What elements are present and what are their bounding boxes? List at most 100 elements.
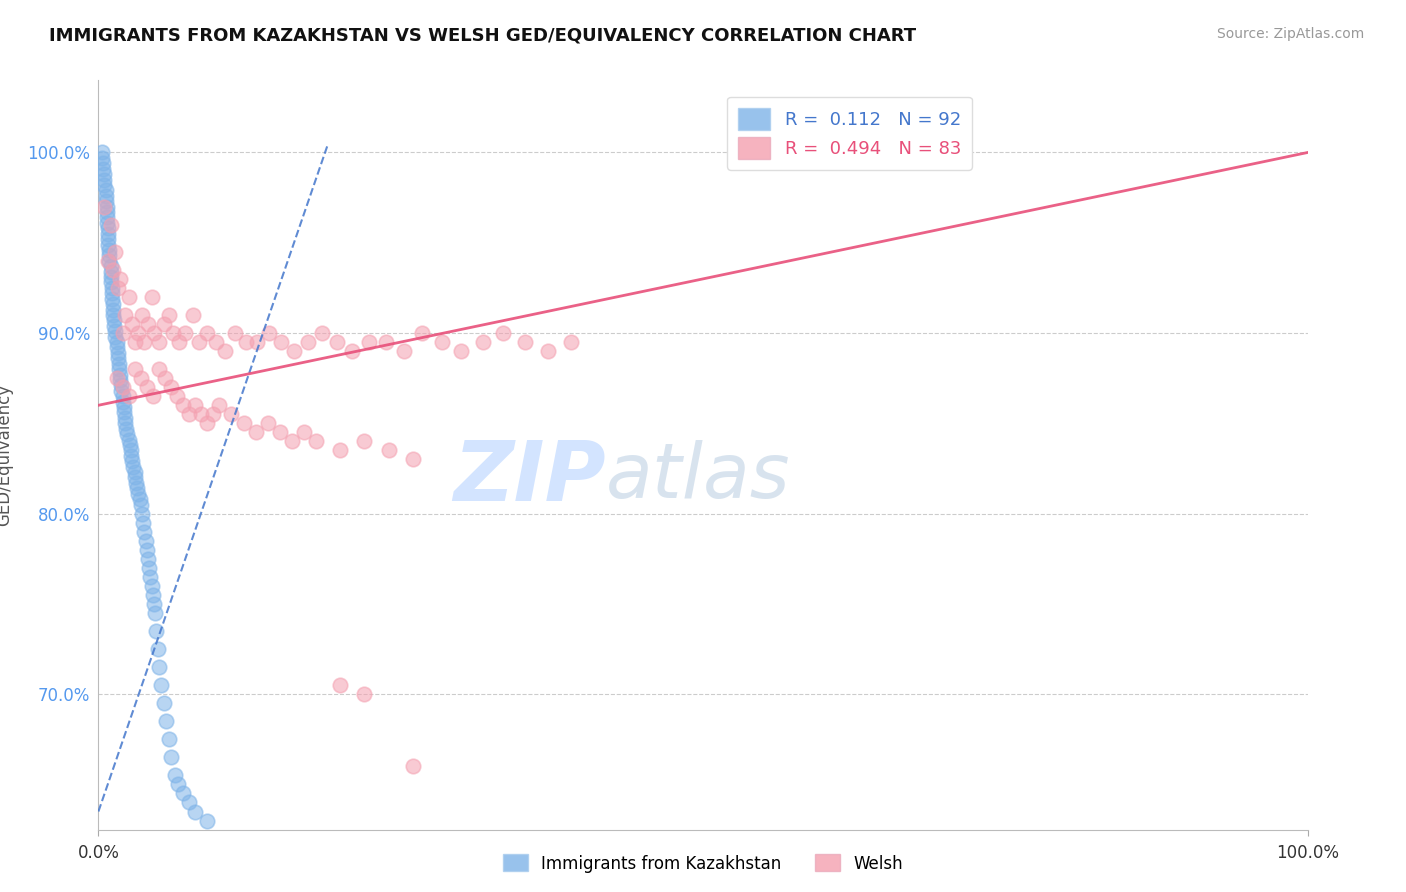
Point (111, 380, 134, 394)
Legend: Immigrants from Kazakhstan, Welsh: Immigrants from Kazakhstan, Welsh (496, 847, 910, 880)
Point (124, 362, 146, 376)
Point (560, 334, 582, 349)
Point (342, 344, 364, 359)
Point (515, 334, 537, 349)
Y-axis label: GED/Equivalency: GED/Equivalency (0, 384, 13, 526)
Point (101, 308, 124, 322)
Point (138, 561, 160, 575)
Point (127, 481, 149, 495)
Point (150, 678, 173, 692)
Point (359, 334, 381, 349)
Point (96, 200, 118, 214)
Point (353, 434, 375, 449)
Point (101, 263, 124, 277)
Point (141, 290, 163, 304)
Point (114, 417, 136, 431)
Point (93, 167, 115, 181)
Text: 0.0%: 0.0% (77, 844, 120, 862)
Point (146, 642, 169, 657)
Point (537, 344, 560, 359)
Point (270, 334, 292, 349)
Point (214, 344, 236, 359)
Point (131, 308, 153, 322)
Point (105, 371, 128, 385)
Point (100, 259, 122, 273)
Point (131, 507, 153, 521)
Point (143, 597, 166, 611)
Point (101, 302, 124, 317)
Point (325, 334, 347, 349)
Text: ZIP: ZIP (454, 437, 606, 518)
Point (281, 434, 304, 449)
Point (104, 244, 127, 259)
Point (112, 400, 135, 414)
Point (195, 326, 218, 340)
Point (96, 205, 118, 219)
Point (152, 696, 174, 710)
Point (94, 183, 117, 197)
Point (111, 394, 134, 409)
Point (114, 411, 136, 425)
Point (96, 216, 118, 230)
Point (100, 270, 122, 285)
Point (153, 371, 176, 385)
Point (430, 334, 453, 349)
Point (135, 380, 157, 394)
Point (195, 417, 218, 431)
Point (145, 624, 167, 638)
Point (110, 378, 132, 392)
Point (94, 194, 117, 209)
Point (492, 326, 515, 340)
Point (100, 265, 122, 279)
Point (135, 533, 157, 548)
Point (172, 398, 194, 412)
Point (121, 454, 143, 468)
Point (94, 189, 117, 203)
Point (121, 317, 143, 331)
Text: atlas: atlas (606, 441, 790, 515)
Point (115, 422, 138, 436)
Point (402, 759, 425, 773)
Point (377, 443, 399, 458)
Point (118, 389, 141, 403)
Point (98, 253, 121, 268)
Point (97, 237, 120, 252)
Point (179, 407, 201, 421)
Point (141, 579, 163, 593)
Point (111, 326, 134, 340)
Point (91, 145, 114, 160)
Point (103, 313, 125, 327)
Point (160, 750, 183, 764)
Point (160, 380, 183, 394)
Point (97, 232, 120, 246)
Point (311, 326, 333, 340)
Point (245, 425, 267, 440)
Point (124, 465, 146, 479)
Point (100, 286, 122, 301)
Point (169, 334, 191, 349)
Point (174, 326, 197, 340)
Point (127, 326, 149, 340)
Point (108, 357, 131, 371)
Point (221, 407, 243, 421)
Point (118, 433, 141, 447)
Point (142, 389, 165, 403)
Point (134, 524, 156, 539)
Point (120, 443, 142, 458)
Point (120, 449, 142, 463)
Point (148, 362, 170, 376)
Point (96, 211, 118, 225)
Point (97, 227, 120, 241)
Point (98, 243, 121, 257)
Point (125, 475, 148, 490)
Point (100, 281, 122, 295)
Point (105, 341, 128, 355)
Point (134, 334, 156, 349)
Point (100, 276, 122, 290)
Point (122, 459, 145, 474)
Point (129, 371, 152, 385)
Point (107, 346, 129, 360)
Point (257, 326, 280, 340)
Point (375, 334, 398, 349)
Point (124, 470, 146, 484)
